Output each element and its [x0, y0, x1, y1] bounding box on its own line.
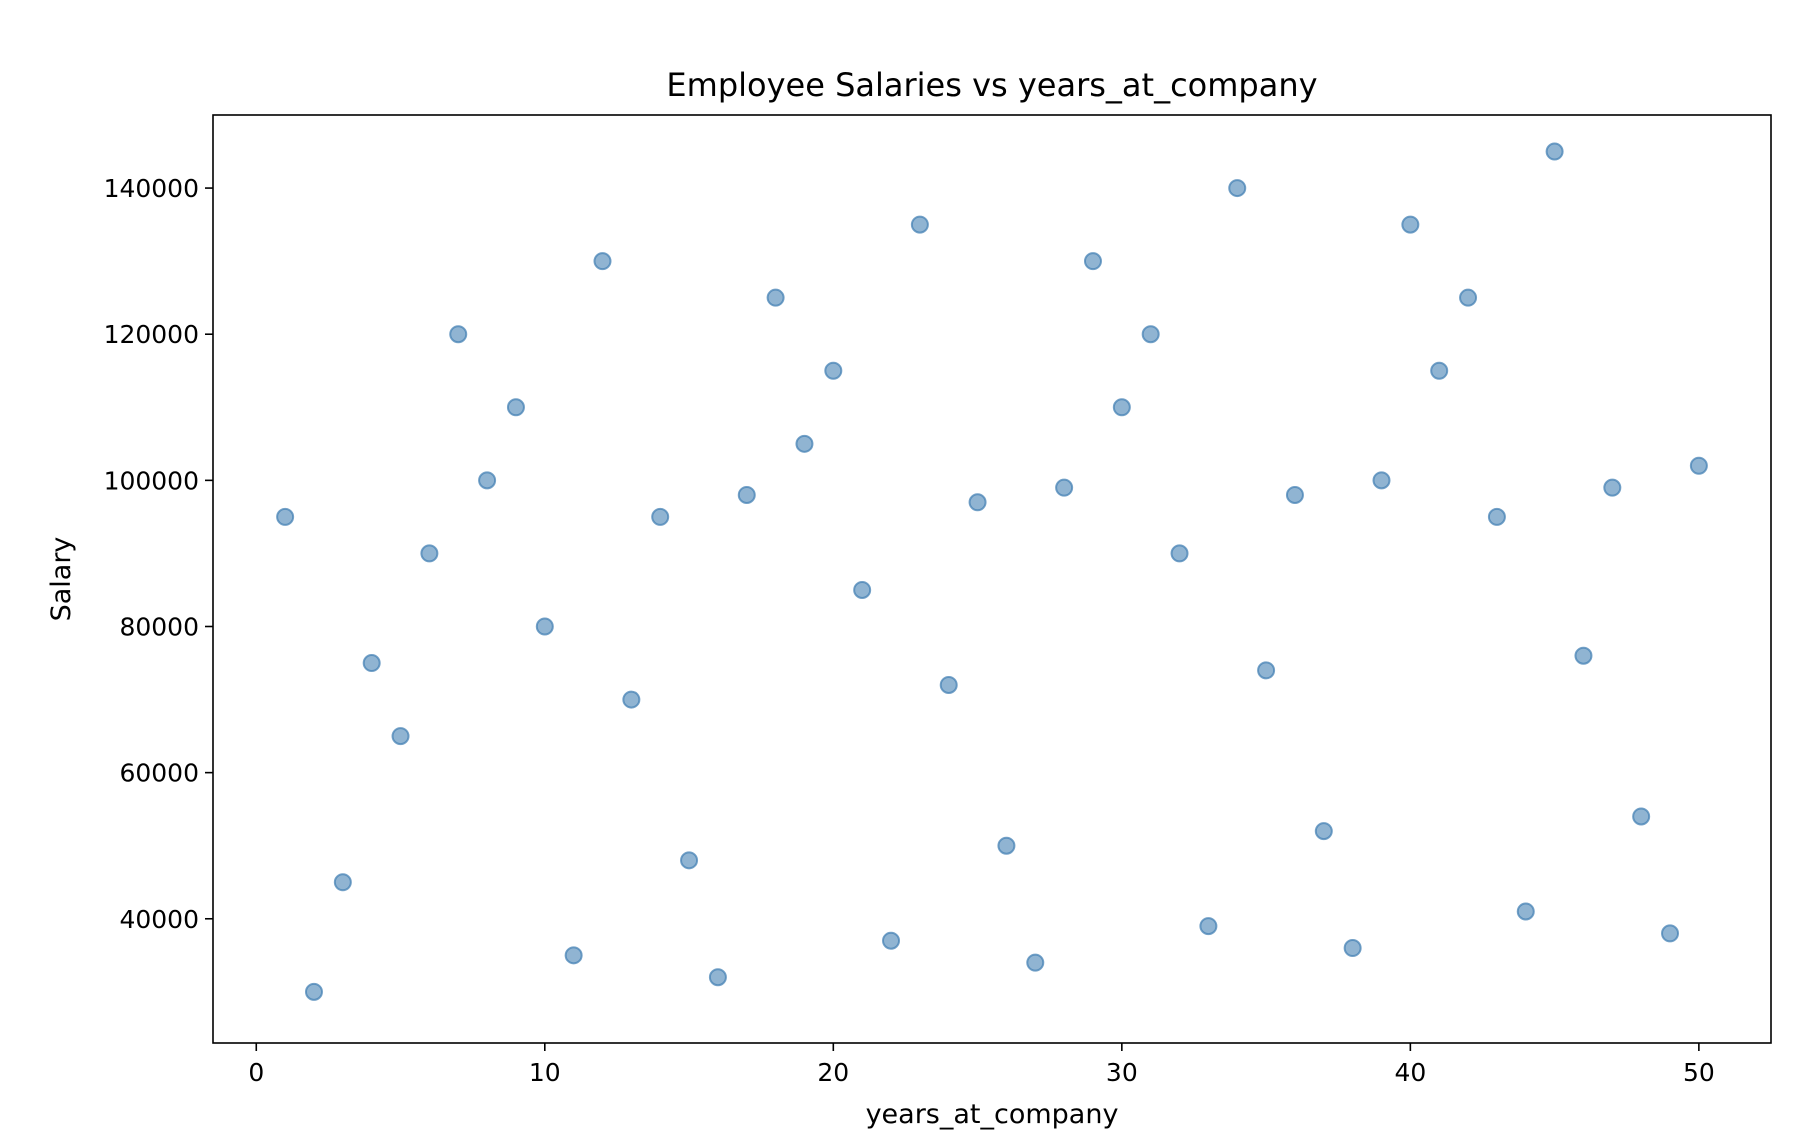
scatter-point [997, 836, 1016, 855]
x-tick-label: 30 [1106, 1058, 1138, 1087]
scatter-point [1372, 471, 1391, 490]
scatter-point [1516, 902, 1535, 921]
x-axis-ticks: 0 10 20 30 40 50 [248, 1043, 1715, 1087]
y-tick-label: 40000 [119, 905, 199, 934]
scatter-point [1459, 288, 1478, 307]
scatter-point [708, 968, 727, 987]
scatter-point [1199, 917, 1218, 936]
scatter-point [1574, 646, 1593, 665]
scatter-point [1141, 325, 1160, 344]
scatter-point [1112, 398, 1131, 417]
scatter-point [391, 727, 410, 746]
x-tick-label: 50 [1683, 1058, 1715, 1087]
scatter-point [1170, 544, 1189, 563]
scatter-point [304, 982, 323, 1001]
scatter-point [449, 325, 468, 344]
x-axis-label: years_at_company [866, 1099, 1119, 1130]
y-axis-label: Salary [46, 537, 77, 622]
x-tick-label: 20 [817, 1058, 849, 1087]
plot-area-frame [212, 114, 1772, 1044]
scatter-point [478, 471, 497, 490]
chart-title: Employee Salaries vs years_at_company [666, 66, 1317, 104]
y-tick-label: 140000 [104, 174, 199, 203]
scatter-point [506, 398, 525, 417]
scatter-point [680, 851, 699, 870]
scatter-point [535, 617, 554, 636]
scatter-point [1055, 478, 1074, 497]
scatter-point [593, 252, 612, 271]
scatter-point [853, 580, 872, 599]
scatter-point [1314, 822, 1333, 841]
scatter-point [882, 931, 901, 950]
scatter-point [1026, 953, 1045, 972]
scatter-point [420, 544, 439, 563]
scatter-point [910, 215, 929, 234]
scatter-point [651, 507, 670, 526]
scatter-point [564, 946, 583, 965]
scatter-point [824, 361, 843, 380]
scatter-point [1632, 807, 1651, 826]
y-tick-label: 80000 [119, 612, 199, 641]
x-tick-label: 10 [529, 1058, 561, 1087]
y-tick-label: 120000 [104, 320, 199, 349]
scatter-point [1487, 507, 1506, 526]
scatter-point [737, 485, 756, 504]
scatter-point [795, 434, 814, 453]
scatter-point [622, 690, 641, 709]
scatter-point [362, 654, 381, 673]
scatter-point [1083, 252, 1102, 271]
scatter-point [1228, 179, 1247, 198]
y-tick-label: 100000 [104, 466, 199, 495]
scatter-point [968, 493, 987, 512]
y-axis-ticks: 40000 60000 80000 100000 120000 140000 [104, 174, 213, 934]
scatter-point [939, 675, 958, 694]
scatter-point [1430, 361, 1449, 380]
x-tick-label: 0 [248, 1058, 264, 1087]
scatter-point [1603, 478, 1622, 497]
scatter-point [1401, 215, 1420, 234]
scatter-point [1661, 924, 1680, 943]
x-tick-label: 40 [1394, 1058, 1426, 1087]
scatter-point [1545, 142, 1564, 161]
scatter-point [276, 507, 295, 526]
scatter-point [1689, 456, 1708, 475]
scatter-point [766, 288, 785, 307]
scatter-point [1343, 939, 1362, 958]
scatter-point [1285, 485, 1304, 504]
scatter-point [333, 873, 352, 892]
scatter-point [1257, 661, 1276, 680]
y-tick-label: 60000 [119, 759, 199, 788]
scatter-points [276, 142, 1708, 1001]
